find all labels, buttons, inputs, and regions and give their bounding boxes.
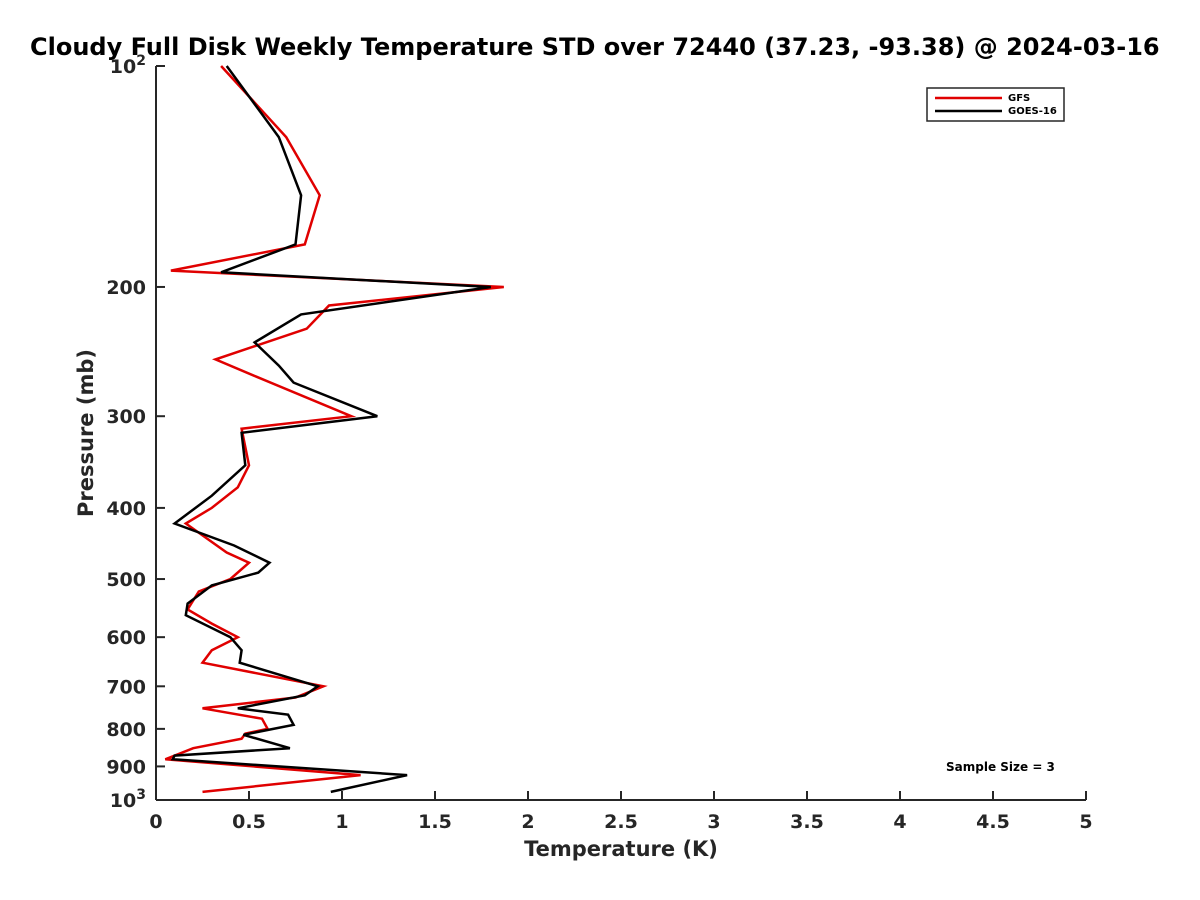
x-ticks: 0 0.5 1 1.5 2 2.5 3 3.5 4 4.5 5 xyxy=(149,791,1093,833)
legend-box xyxy=(926,87,1065,122)
y-axis-label: Pressure (mb) xyxy=(74,349,98,517)
sample-size-annotation: Sample Size = 3 xyxy=(946,760,1055,774)
y-tick-label: 200 xyxy=(106,277,146,299)
y-tick-label: 700 xyxy=(106,676,146,698)
y-ticks: 102 200 300 400 500 600 700 800 900 103 xyxy=(106,53,165,812)
x-tick-label: 2.5 xyxy=(604,811,638,833)
axes xyxy=(155,66,1086,801)
series-line-gfs xyxy=(164,65,504,794)
x-tick-label: 3.5 xyxy=(790,811,824,833)
x-tick-label: 1 xyxy=(335,811,348,833)
x-tick-label: 0 xyxy=(149,811,162,833)
x-tick-label: 2 xyxy=(521,811,534,833)
legend-label-gfs: GFS xyxy=(1008,93,1030,104)
legend: GFS GOES-16 xyxy=(926,87,1065,122)
series-line-goes16 xyxy=(170,65,491,794)
x-axis-label: Temperature (K) xyxy=(524,837,718,861)
x-tick-label: 4.5 xyxy=(976,811,1010,833)
legend-label-goes16: GOES-16 xyxy=(1008,106,1057,117)
x-tick-label: 1.5 xyxy=(418,811,452,833)
x-tick-label: 5 xyxy=(1079,811,1092,833)
y-tick-label: 102 xyxy=(110,53,146,78)
x-tick-label: 0.5 xyxy=(232,811,266,833)
x-tick-label: 4 xyxy=(893,811,906,833)
x-tick-label: 3 xyxy=(707,811,720,833)
y-tick-label: 500 xyxy=(106,569,146,591)
y-tick-label: 600 xyxy=(106,627,146,649)
y-tick-label: 800 xyxy=(106,719,146,741)
y-tick-label: 400 xyxy=(106,498,146,520)
series-layer xyxy=(164,65,504,794)
y-tick-label: 103 xyxy=(110,787,146,812)
chart-title: Cloudy Full Disk Weekly Temperature STD … xyxy=(30,33,1160,61)
y-tick-label: 900 xyxy=(106,756,146,778)
y-tick-label: 300 xyxy=(106,406,146,428)
